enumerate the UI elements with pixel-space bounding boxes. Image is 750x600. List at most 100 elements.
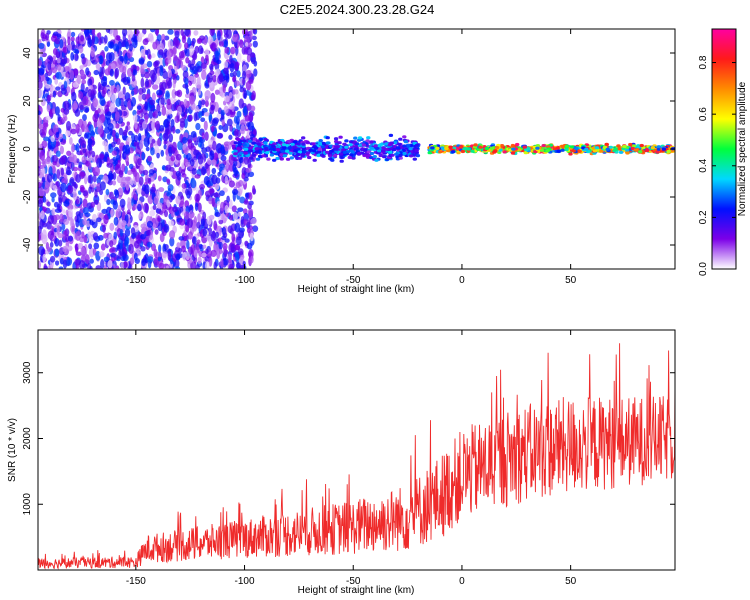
spectrogram-cell (51, 207, 56, 216)
spectrogram-cell (86, 59, 92, 67)
spectrogram-cell (47, 214, 55, 225)
spectrogram-cell (97, 234, 104, 241)
spectrogram-cell (556, 149, 561, 153)
spectrogram-cell (237, 207, 244, 213)
spectrogram-cell (186, 240, 190, 250)
spectrogram-cell (70, 144, 75, 153)
spectrogram-cell (146, 241, 153, 248)
spectrogram-cell (212, 74, 217, 83)
spectrogram-cell (194, 174, 201, 179)
spectrogram-cell (214, 191, 221, 199)
spectrogram-cell (221, 119, 226, 126)
spectrogram-cell (114, 67, 120, 78)
spectrogram-cell (163, 118, 170, 128)
spectrogram-cell (134, 119, 138, 130)
spectrogram-cell (183, 98, 188, 108)
spectrogram-cell (209, 150, 215, 161)
spectrogram-cell (47, 61, 52, 71)
spectrogram-cell (47, 94, 52, 102)
spectrogram-cell (112, 43, 119, 52)
spectrogram-cell (255, 157, 261, 161)
spectrogram-cell (139, 165, 145, 171)
spectrogram-cell (188, 114, 193, 122)
spectrogram-cell (109, 79, 115, 86)
spectrogram-cell (141, 121, 148, 130)
spectrogram-cell (214, 50, 220, 61)
top-xtick-label-4: 50 (565, 275, 577, 286)
spectrogram-cell (121, 220, 127, 226)
spectrogram-cell (560, 144, 565, 148)
spectrogram-cell (70, 128, 77, 135)
spectrogram-cell (240, 124, 246, 135)
spectrogram-cell (107, 90, 113, 98)
spectrogram-cell (252, 29, 256, 34)
spectrogram-cell (264, 146, 269, 151)
spectrogram-cell (353, 147, 359, 151)
spectrogram-cell (325, 150, 330, 154)
spectrogram-cell (52, 59, 58, 65)
spectrogram-cell (184, 77, 189, 85)
colorbar-tick-label-0: 0.0 (698, 262, 709, 276)
spectrogram-cell (305, 141, 311, 145)
spectrogram-cell (338, 135, 343, 139)
spectrogram-cell (638, 150, 643, 154)
spectrogram-cell (555, 146, 560, 150)
spectrogram-cell (111, 113, 116, 119)
spectrogram-cell (100, 243, 106, 251)
spectrogram-cell (172, 206, 178, 213)
spectrogram-cell (140, 223, 147, 229)
spectrogram-cell (656, 145, 661, 149)
spectrogram-cell (251, 141, 256, 145)
spectrogram-cell (113, 231, 118, 240)
spectrogram-cell (150, 29, 156, 33)
spectrogram-cell (72, 82, 79, 88)
spectrogram-cell (243, 89, 247, 100)
spectrogram-cell (126, 136, 132, 142)
spectrogram-cell (106, 198, 111, 206)
spectrogram-cell (55, 131, 60, 139)
spectrogram-cell (231, 233, 236, 243)
spectrogram-cell (83, 234, 88, 244)
spectrogram-cell (224, 204, 229, 214)
spectrogram-cell (70, 36, 75, 42)
spectrogram-cell (214, 211, 221, 218)
spectrogram-cell (108, 170, 113, 181)
spectrogram-cell (106, 162, 113, 168)
spectrogram-cell (249, 232, 254, 242)
spectrogram-cell (196, 37, 203, 45)
spectrogram-cell (470, 149, 475, 153)
spectrogram-cell (156, 152, 160, 159)
spectrogram-cell (87, 143, 92, 151)
spectrogram-cell (568, 152, 573, 156)
spectrogram-cell (228, 134, 233, 140)
spectrogram-cell (80, 70, 85, 77)
spectrogram-cell (170, 155, 176, 162)
spectrogram-cell (444, 146, 449, 151)
spectrogram-cell (201, 252, 207, 258)
spectrogram-cell (116, 36, 121, 41)
spectrogram-cell (116, 84, 120, 93)
top-ytick-label-4: 40 (22, 47, 33, 59)
spectrogram-cell (312, 158, 317, 162)
spectrogram-cells (38, 29, 675, 269)
spectrogram-cell (402, 144, 407, 148)
spectrogram-cell (245, 69, 252, 78)
spectrogram-cell (181, 35, 187, 44)
spectrogram-cell (113, 216, 119, 226)
spectrogram-cell (248, 78, 254, 85)
spectrogram-cell (43, 136, 50, 142)
spectrogram-cell (45, 84, 51, 89)
colorbar-tick-label-2: 0.4 (698, 158, 709, 172)
spectrogram-cell (109, 102, 116, 111)
spectrogram-cell (243, 200, 250, 205)
spectrogram-cell (197, 213, 201, 223)
spectrogram-cell (120, 181, 127, 188)
spectrogram-cell (38, 232, 41, 242)
spectrogram-cell (116, 244, 121, 250)
spectrogram-cell (75, 231, 81, 241)
spectrogram-cell (234, 128, 239, 138)
spectrogram-cell (143, 136, 150, 148)
spectrogram-cell (87, 231, 92, 240)
spectrogram-cell (247, 208, 254, 218)
spectrogram-cell (108, 233, 114, 241)
